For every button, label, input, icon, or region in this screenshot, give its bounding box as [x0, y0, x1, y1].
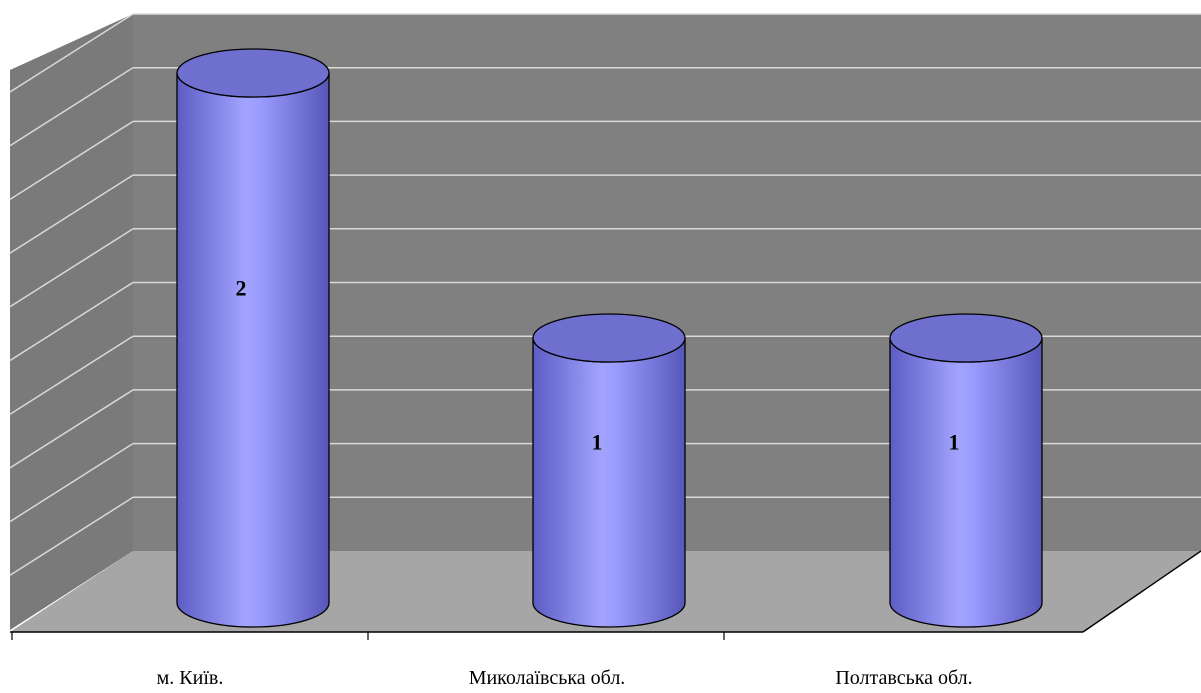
bar-top-0	[176, 48, 330, 98]
gridline-side	[9, 228, 134, 308]
data-label-2: 1	[949, 429, 960, 454]
category-label-1: Миколаївська обл.	[469, 667, 626, 689]
floor-right-edge	[1082, 550, 1201, 633]
gridline-side	[9, 13, 134, 93]
category-label-0: м. Київ.	[157, 667, 224, 689]
category-label-2: Полтавська обл.	[835, 667, 972, 689]
gridline-side	[9, 442, 134, 523]
gridline-side	[9, 67, 134, 147]
gridline-side	[9, 174, 134, 254]
bar-top-2	[889, 313, 1043, 363]
data-labels: 2 1 1	[236, 276, 960, 455]
data-label-0: 2	[236, 276, 247, 301]
bar-2	[889, 337, 1043, 628]
category-labels: м. Київ. Миколаївська обл. Полтавська обл.	[157, 667, 973, 689]
gridline-side	[9, 389, 134, 469]
bar-0	[176, 72, 330, 628]
bars	[176, 48, 1043, 628]
gridline-side	[9, 496, 134, 576]
gridline-side	[9, 120, 134, 201]
bar-top-1	[532, 313, 686, 363]
gridline-side	[9, 335, 134, 415]
gridline-side	[9, 281, 134, 362]
data-label-1: 1	[592, 429, 603, 454]
bar-1	[532, 337, 686, 628]
